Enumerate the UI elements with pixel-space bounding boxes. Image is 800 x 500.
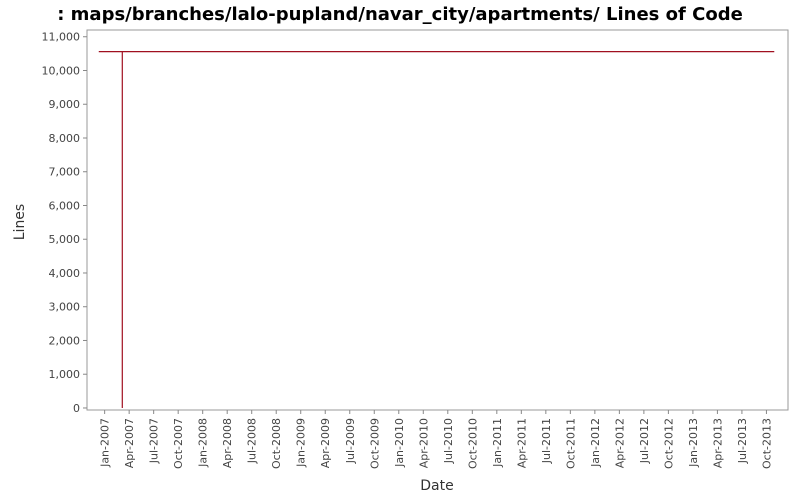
y-tick-label: 8,000 [49,132,81,145]
plot-area [86,29,789,411]
x-tick-label: Oct-2010 [466,418,479,469]
y-axis-label: Lines [12,204,28,240]
x-tick-label: Apr-2010 [417,418,430,468]
x-tick-label: Apr-2011 [515,418,528,468]
x-tick-label: Jul-2012 [638,418,651,464]
x-tick-label: Apr-2008 [221,418,234,468]
x-tick-label: Jan-2012 [589,418,602,468]
y-tick-label: 10,000 [42,64,81,77]
x-tick-label: Jan-2009 [295,418,308,468]
x-tick-label: Jan-2013 [687,418,700,468]
x-tick-label: Oct-2013 [760,418,773,469]
x-tick-label: Jul-2007 [148,418,161,464]
series-line [98,50,775,408]
x-tick-label: Oct-2008 [270,418,283,469]
x-tick-label: Jul-2011 [540,418,553,464]
x-tick-label: Apr-2009 [319,418,332,468]
y-tick-label: 0 [73,402,80,415]
x-tick-label: Jan-2010 [393,418,406,468]
x-tick-label: Jul-2013 [736,418,749,464]
x-tick-label: Jan-2008 [197,418,210,468]
y-tick-label: 3,000 [49,301,81,314]
y-tick-label: 2,000 [49,334,81,347]
x-tick-label: Apr-2012 [613,418,626,468]
x-axis-label: Date [420,478,453,494]
x-tick-label: Oct-2007 [172,418,185,469]
y-tick-label: 11,000 [42,31,81,44]
x-tick-label: Jan-2007 [99,418,112,468]
x-tick-label: Jul-2009 [344,418,357,464]
x-tick-label: Apr-2013 [711,418,724,468]
x-tick-label: Jul-2008 [246,418,259,464]
y-tick-label: 9,000 [49,98,81,111]
chart-title: : maps/branches/lalo-pupland/navar_city/… [57,4,743,25]
y-tick-label: 4,000 [49,267,81,280]
x-tick-label: Apr-2007 [123,418,136,468]
y-tick-label: 5,000 [49,233,81,246]
x-tick-label: Oct-2012 [662,418,675,469]
y-tick-label: 6,000 [49,199,81,212]
x-tick-label: Oct-2011 [564,418,577,469]
y-tick-label: 7,000 [49,166,81,179]
x-tick-label: Jan-2011 [491,418,504,468]
y-tick-label: 1,000 [49,368,81,381]
x-tick-label: Jul-2010 [442,418,455,464]
x-tick-label: Oct-2009 [368,418,381,469]
